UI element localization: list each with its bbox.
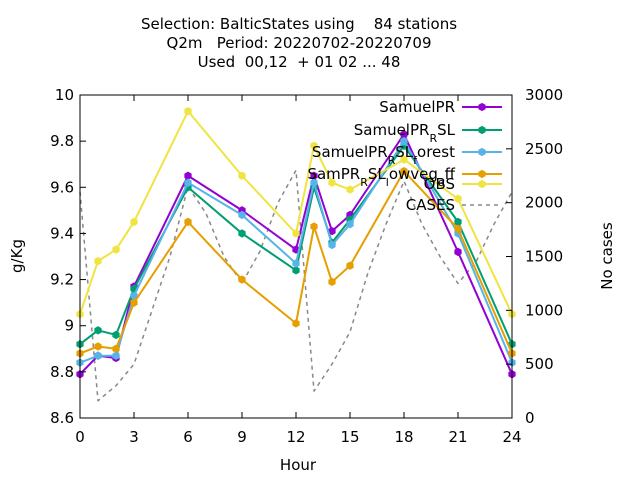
data-point xyxy=(94,351,102,360)
x-axis-label: Hour xyxy=(280,456,317,474)
y-tick-label: 9.8 xyxy=(50,132,74,150)
data-point xyxy=(292,319,300,328)
x-tick-label: 6 xyxy=(183,428,193,446)
y2-tick-label: 500 xyxy=(525,355,554,373)
title-line-1: Selection: BalticStates using 84 station… xyxy=(140,15,458,33)
x-tick-label: 12 xyxy=(286,428,305,446)
legend-marker xyxy=(478,179,486,189)
data-point xyxy=(328,240,336,250)
y-tick-label: 10 xyxy=(55,86,74,104)
data-point xyxy=(400,136,408,146)
data-point xyxy=(292,229,300,238)
data-point xyxy=(238,275,246,284)
legend-label: SamuelPRRSLforest xyxy=(312,143,455,167)
data-point xyxy=(346,220,354,229)
data-point xyxy=(112,245,120,254)
data-point xyxy=(238,229,246,238)
legend-label: CASES xyxy=(406,196,455,214)
x-tick-label: 0 xyxy=(75,428,85,446)
data-point xyxy=(292,259,300,268)
data-point xyxy=(130,298,138,307)
data-point xyxy=(454,247,462,257)
data-point xyxy=(292,266,300,275)
series-5 xyxy=(79,169,513,402)
x-tick-label: 3 xyxy=(129,428,139,446)
data-point xyxy=(328,277,336,287)
legend-label: OBS xyxy=(424,175,455,193)
data-point xyxy=(310,222,318,231)
data-point xyxy=(328,178,336,187)
y2-tick-label: 3000 xyxy=(525,86,563,104)
title-line-3: Used 00,12 + 01 02 ... 48 xyxy=(197,53,401,71)
legend-entry: CASES xyxy=(406,196,502,214)
x-tick-label: 9 xyxy=(237,428,247,446)
legend-marker xyxy=(478,169,486,179)
title-line-2: Q2m Period: 20220702-20220709 xyxy=(166,34,432,52)
data-point xyxy=(94,256,102,266)
legend-label: SamuelPRRSL xyxy=(354,121,456,145)
legend-label: SamPRRSLlowvegoff xyxy=(307,165,455,189)
y2-tick-label: 0 xyxy=(525,409,535,427)
data-point xyxy=(454,224,462,233)
legend-marker xyxy=(478,102,486,112)
y-tick-label: 9.4 xyxy=(50,224,74,242)
data-point xyxy=(112,351,120,360)
legend-label: SamuelPR xyxy=(379,98,455,116)
legend-entry: SamuelPRRSLforest xyxy=(312,143,502,167)
legend-entry: OBS xyxy=(424,175,502,193)
y-tick-label: 9.2 xyxy=(50,271,74,289)
chart-title: Selection: BalticStates using 84 station… xyxy=(0,15,598,72)
data-point xyxy=(184,171,192,180)
data-point xyxy=(400,155,408,164)
y2-axis-label: No cases xyxy=(598,222,616,290)
y2-tick-label: 1000 xyxy=(525,301,563,319)
y-axis-label: g/Kg xyxy=(8,239,26,273)
y-tick-label: 9 xyxy=(64,317,74,335)
legend-entry: SamuelPR xyxy=(379,98,502,116)
data-point xyxy=(346,261,354,270)
data-point xyxy=(112,330,120,340)
data-point xyxy=(184,106,192,116)
x-tick-label: 15 xyxy=(340,428,359,446)
x-tick-label: 24 xyxy=(502,428,521,446)
x-tick-label: 18 xyxy=(394,428,413,446)
data-point xyxy=(184,178,192,187)
data-point xyxy=(238,210,246,220)
data-point xyxy=(112,344,120,353)
y2-tick-label: 2000 xyxy=(525,194,563,212)
legend-marker xyxy=(478,147,486,157)
data-point xyxy=(94,326,102,335)
legend-entry: SamuelPRRSL xyxy=(354,121,502,145)
data-point xyxy=(238,171,246,180)
data-point xyxy=(328,226,336,236)
y2-tick-label: 2500 xyxy=(525,140,563,158)
y-tick-label: 8.6 xyxy=(50,409,74,427)
data-point xyxy=(310,178,318,187)
data-point xyxy=(454,194,462,203)
x-tick-label: 21 xyxy=(448,428,467,446)
data-point xyxy=(346,185,354,194)
data-point xyxy=(184,217,192,227)
data-point xyxy=(454,217,462,227)
y-tick-label: 8.8 xyxy=(50,363,74,381)
legend-entry: SamPRRSLlowvegoff xyxy=(307,165,502,189)
data-point xyxy=(400,166,408,176)
legend-marker xyxy=(478,125,486,135)
y2-tick-label: 1500 xyxy=(525,248,563,266)
data-point xyxy=(94,342,102,351)
data-point xyxy=(130,217,138,227)
series-3 xyxy=(76,166,516,358)
series-line xyxy=(79,169,513,402)
data-point xyxy=(310,141,318,150)
y-tick-label: 9.6 xyxy=(50,178,74,196)
